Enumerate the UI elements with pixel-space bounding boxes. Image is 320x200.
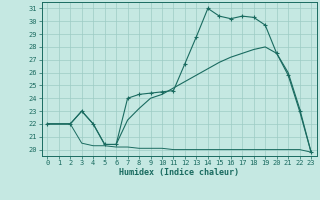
X-axis label: Humidex (Indice chaleur): Humidex (Indice chaleur) (119, 168, 239, 177)
